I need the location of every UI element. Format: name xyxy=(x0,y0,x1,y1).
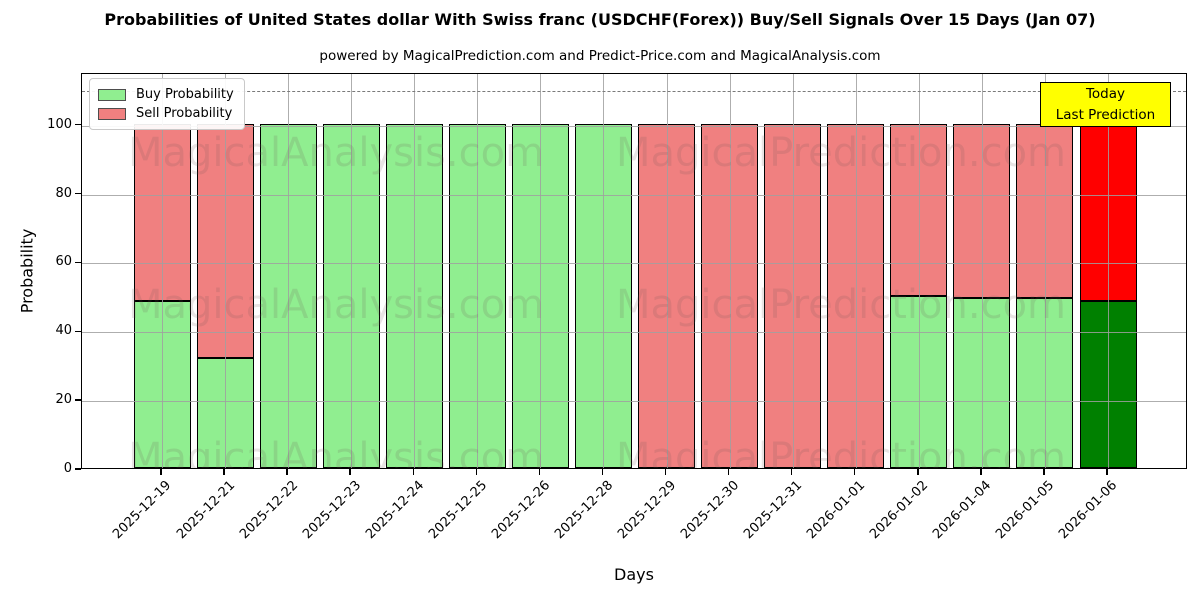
vertical-gridline xyxy=(288,74,290,468)
y-tick-mark xyxy=(75,261,81,264)
y-tick-mark xyxy=(75,330,81,332)
x-tick-mark xyxy=(727,469,730,475)
y-tick-mark xyxy=(75,192,81,195)
today-annotation: Today Last Prediction xyxy=(1040,82,1171,127)
vertical-gridline xyxy=(540,74,542,468)
x-tick-mark xyxy=(286,469,288,475)
horizontal-gridline xyxy=(82,401,1186,403)
watermark-text: MagicalPrediction.com xyxy=(616,435,1066,469)
x-tick-label: 2025-12-22 xyxy=(236,478,301,543)
x-tick-mark xyxy=(1043,469,1045,475)
horizontal-gridline xyxy=(82,194,1186,196)
chart-title: Probabilities of United States dollar Wi… xyxy=(104,10,1096,29)
buy-legend-swatch xyxy=(98,88,126,101)
x-tick-label: 2025-12-26 xyxy=(488,478,553,543)
x-tick-mark xyxy=(475,469,478,475)
x-tick-label: 2026-01-06 xyxy=(1056,478,1121,543)
x-tick-mark xyxy=(853,469,856,475)
sell-legend-label: Sell Probability xyxy=(136,106,233,121)
vertical-gridline xyxy=(225,74,227,468)
x-tick-label: 2026-01-02 xyxy=(867,478,932,543)
x-tick-mark xyxy=(980,469,982,475)
watermark-text: MagicalAnalysis.com xyxy=(127,130,545,176)
vertical-gridline xyxy=(414,74,416,468)
watermark-text: MagicalAnalysis.com xyxy=(127,282,545,328)
y-tick-label: 100 xyxy=(47,116,72,132)
watermark-text: MagicalPrediction.com xyxy=(616,130,1066,176)
x-tick-label: 2025-12-29 xyxy=(615,478,680,543)
vertical-gridline xyxy=(666,74,668,468)
x-tick-label: 2025-12-30 xyxy=(678,478,743,543)
vertical-gridline xyxy=(162,74,163,468)
x-tick-mark xyxy=(664,469,667,475)
y-axis-label: Probability xyxy=(17,228,37,314)
x-tick-mark xyxy=(160,469,162,475)
watermark-text: MagicalAnalysis.com xyxy=(127,435,545,469)
horizontal-gridline xyxy=(82,263,1186,265)
watermark-layer: MagicalAnalysis.com MagicalAnalysis.com Ma… xyxy=(82,74,1186,468)
buy-legend-label: Buy Probability xyxy=(136,87,234,102)
x-tick-mark xyxy=(538,469,541,475)
y-tick-label: 40 xyxy=(55,323,72,339)
today-annotation-line1: Today xyxy=(1085,86,1126,103)
x-tick-label: 2025-12-25 xyxy=(425,478,490,543)
chart-subtitle: powered by MagicalPrediction.com and Pre… xyxy=(319,48,881,64)
horizontal-gridline xyxy=(82,125,1186,127)
x-axis-label: Days xyxy=(614,565,654,584)
x-tick-label: 2026-01-05 xyxy=(993,478,1058,543)
x-tick-mark xyxy=(349,469,351,475)
x-tick-label: 2025-12-21 xyxy=(173,478,238,543)
vertical-gridline xyxy=(603,74,605,468)
x-tick-mark xyxy=(601,469,604,475)
x-tick-label: 2026-01-01 xyxy=(804,478,869,543)
vertical-gridline xyxy=(855,74,857,468)
sell-legend-swatch xyxy=(98,107,126,120)
y-tick-label: 80 xyxy=(55,185,72,201)
x-tick-mark xyxy=(917,469,919,475)
vertical-gridline xyxy=(918,74,920,468)
vertical-gridline xyxy=(729,74,731,468)
legend-row-buy: Buy Probability xyxy=(98,85,234,104)
threshold-dashed-line xyxy=(82,91,1186,93)
vertical-gridline xyxy=(477,74,479,468)
x-tick-label: 2025-12-31 xyxy=(741,478,806,543)
vertical-gridline xyxy=(1044,74,1046,468)
x-tick-label: 2025-12-24 xyxy=(362,478,427,543)
x-tick-mark xyxy=(1106,469,1108,475)
y-tick-label: 60 xyxy=(55,254,72,270)
watermark-text: MagicalPrediction.com xyxy=(616,282,1066,328)
vertical-gridline xyxy=(1108,74,1109,468)
y-tick-mark xyxy=(75,123,81,126)
x-tick-mark xyxy=(412,469,415,475)
legend: Buy Probability Sell Probability xyxy=(89,78,245,130)
horizontal-gridline xyxy=(82,332,1186,334)
plot-area: MagicalAnalysis.com MagicalAnalysis.com Ma… xyxy=(81,73,1187,469)
y-tick-mark xyxy=(75,399,81,401)
today-annotation-line2: Last Prediction xyxy=(1055,106,1156,123)
x-tick-mark xyxy=(223,469,225,475)
legend-row-sell: Sell Probability xyxy=(98,104,234,123)
y-tick-mark xyxy=(75,468,81,470)
y-tick-label: 0 xyxy=(63,461,72,476)
y-tick-label: 20 xyxy=(55,392,72,408)
x-tick-label: 2025-12-23 xyxy=(299,478,364,543)
x-tick-mark xyxy=(790,469,793,475)
vertical-gridline xyxy=(981,74,983,468)
vertical-gridline xyxy=(792,74,794,468)
x-tick-label: 2026-01-04 xyxy=(930,478,995,543)
grid-layer xyxy=(82,74,1186,468)
x-tick-label: 2025-12-28 xyxy=(552,478,617,543)
vertical-gridline xyxy=(351,74,353,468)
x-tick-label: 2025-12-19 xyxy=(110,478,175,543)
